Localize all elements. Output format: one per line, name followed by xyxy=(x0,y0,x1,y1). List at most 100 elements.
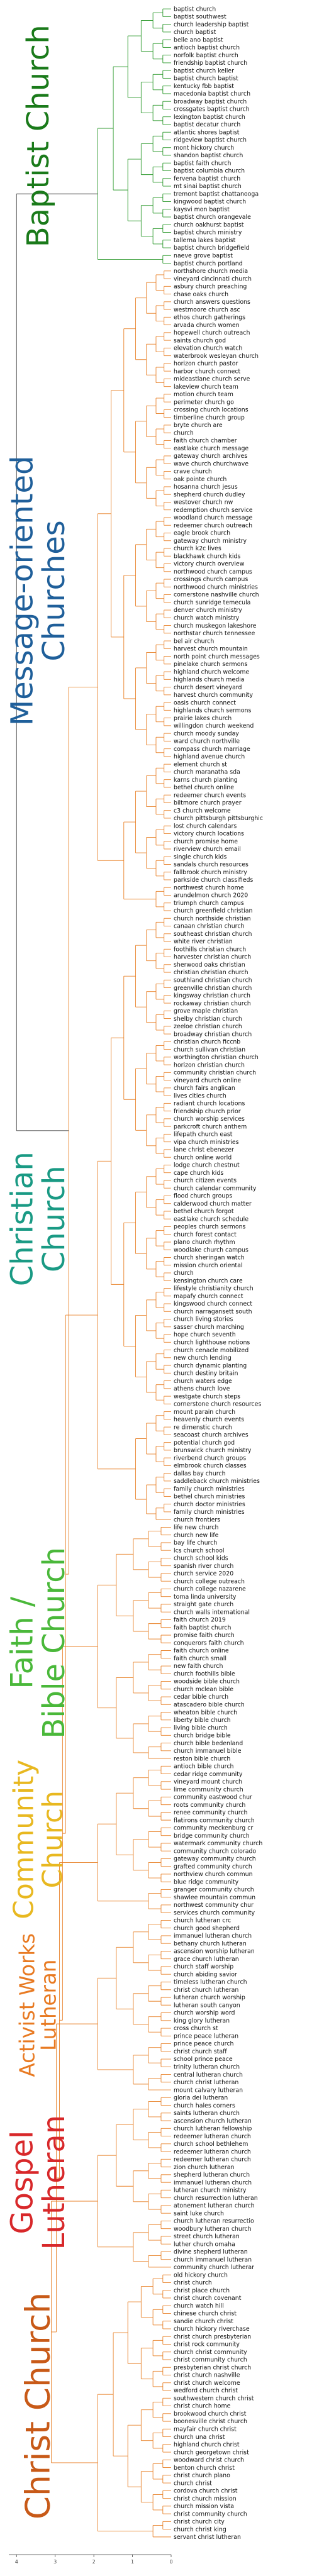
cluster-label-text: Activist Works xyxy=(15,1933,39,2077)
cluster-label-text: Churches xyxy=(36,520,72,661)
leaf-label: christ church xyxy=(174,2280,212,2287)
leaf-label: lcs church school xyxy=(174,1547,224,1554)
leaf-label: worthington christian church xyxy=(174,1054,259,1061)
leaf-label: naeve grove baptist xyxy=(174,252,233,259)
leaf-label: heavenly church events xyxy=(174,1416,244,1423)
leaf-label: church hales corners xyxy=(174,2102,235,2109)
leaf-label: church staff worship xyxy=(174,1963,233,1970)
leaf-label: church frontiers xyxy=(174,1516,220,1523)
cluster-label-text: Message-oriented xyxy=(5,456,40,726)
leaf-label: vineyard cincinnati church xyxy=(174,275,252,282)
leaf-label: mount calvary lutheran xyxy=(174,2087,243,2094)
leaf-label: northwest community chur xyxy=(174,1902,254,1909)
leaf-label: central lutheran church xyxy=(174,2072,243,2079)
leaf-label: northwest church home xyxy=(174,884,244,891)
leaf-label: church hickory riverchase xyxy=(174,2326,250,2333)
leaf-label: christ church city xyxy=(174,2519,225,2526)
x-axis: 4 3 2 1 0 xyxy=(9,2554,173,2565)
leaf-label: zion church lutheran xyxy=(174,2164,234,2171)
leaf-label: grafted community church xyxy=(174,1863,252,1870)
leaf-label: church christ king xyxy=(174,2526,226,2533)
leaf-label: mission church oriental xyxy=(174,1262,242,1269)
leaf-label: foothills christian church xyxy=(174,946,246,953)
leaf-label: bel air church xyxy=(174,638,214,645)
leaf-label: blackhawk church kids xyxy=(174,553,240,560)
leaf-label: greenville christian church xyxy=(174,985,252,992)
leaf-label: prairie lakes church xyxy=(174,715,232,722)
leaf-label: westover church nw xyxy=(174,499,233,506)
leaf-label: arvada church women xyxy=(174,322,240,329)
leaf-label: renee community church xyxy=(174,1809,248,1816)
leaf-label: parkside church classifieds xyxy=(174,877,253,884)
leaf-label: family church ministries xyxy=(174,1485,245,1492)
cluster-label-text: Christ Church xyxy=(19,2292,58,2519)
leaf-label: atascadero bible church xyxy=(174,1701,245,1708)
leaf-label: king glory lutheran xyxy=(174,2018,230,2024)
leaf-label: church abiding savior xyxy=(174,1971,237,1978)
leaf-label: athens church love xyxy=(174,1385,230,1392)
leaf-label: kingswood church connect xyxy=(174,1301,252,1307)
leaf-label: church leadership baptist xyxy=(174,21,249,28)
leaf-label: broadway baptist church xyxy=(174,98,247,105)
leaf-label: cape church kids xyxy=(174,1170,223,1177)
leaf-label: timeless lutheran church xyxy=(174,1979,247,1986)
leaf-label: church college outreach xyxy=(174,1578,245,1585)
leaf-label: shawlee mountain commun xyxy=(174,1894,255,1901)
cluster-label-text: Lutheran xyxy=(36,2115,72,2250)
leaf-label: shepherd church dudley xyxy=(174,491,245,498)
leaf-label: westgate church steps xyxy=(174,1393,240,1400)
leaf-label: church greenfield christian xyxy=(174,908,253,914)
leaf-label: vipa church ministries xyxy=(174,1139,239,1146)
leaf-label: dallas bay church xyxy=(174,1470,226,1477)
leaf-label: highland church christ xyxy=(174,2441,240,2448)
leaf-label: church dynamic planting xyxy=(174,1362,247,1369)
leaf-label: flatirons community church xyxy=(174,1817,255,1824)
leaf-label: denver church ministry xyxy=(174,607,242,614)
leaf-label: antioch bible church xyxy=(174,1763,233,1770)
leaf-label: church calendar community xyxy=(174,1185,257,1192)
leaf-label: church foothills bible xyxy=(174,1670,235,1677)
leaf-label: promise faith church xyxy=(174,1632,235,1639)
leaf-label: church walls international xyxy=(174,1609,250,1616)
leaf-label: southeast christian church xyxy=(174,931,252,938)
leaf-label: harbor church connect xyxy=(174,368,241,375)
leaf-label: boonesville christ church xyxy=(174,2418,247,2425)
leaf-label: kentucky fbb baptist xyxy=(174,83,234,90)
leaf-label: northwood church campus xyxy=(174,569,252,575)
leaf-label: lime community church xyxy=(174,1786,243,1793)
leaf-label: ward church northville xyxy=(174,738,240,745)
leaf-label: church immanuel bible xyxy=(174,1748,242,1755)
leaf-label: church desert vineyard xyxy=(174,684,242,691)
leaf-label: mayfair church christ xyxy=(174,2426,237,2433)
leaf-label: horizon christian church xyxy=(174,1062,245,1069)
leaf-label: christ church presbyterian xyxy=(174,2333,251,2340)
leaf-label: eagle brook church xyxy=(174,530,230,537)
leaf-label: harvest church mountain xyxy=(174,646,248,653)
leaf-label: vineyard church online xyxy=(174,1077,241,1084)
leaf-label: highlands church media xyxy=(174,677,245,684)
cluster-label-text: Bible Church xyxy=(36,1547,72,1739)
leaf-label: bethel church forgot xyxy=(174,1208,234,1215)
leaf-label: christian church ficcnb xyxy=(174,1039,240,1046)
cluster-label-text: Church xyxy=(36,1790,69,1888)
leaf-label: ethos church gatherings xyxy=(174,314,245,321)
leaf-label: bryte church are xyxy=(174,422,223,429)
leaf-label: broadway christian church xyxy=(174,1031,252,1038)
leaf-label: church georgetown christ xyxy=(174,2449,249,2456)
leaf-label: church good shepherd xyxy=(174,1925,240,1932)
leaf-label: faith church 2019 xyxy=(174,1617,226,1624)
leaf-label: church living stories xyxy=(174,1316,233,1323)
leaf-label: elmbrook church classes xyxy=(174,1463,247,1470)
leaf-label: flood church groups xyxy=(174,1193,232,1200)
leaf-label: lost church calendars xyxy=(174,823,237,830)
leaf-label: straight gate church xyxy=(174,1601,233,1608)
leaf-label: crave church xyxy=(174,469,212,475)
leaf-label: church sheringan watch xyxy=(174,1255,245,1262)
leaf-label: saints lutheran church xyxy=(174,2110,240,2117)
leaf-label: church sunridge temecula xyxy=(174,599,250,606)
leaf-label: oak pointe church xyxy=(174,476,226,483)
leaf-label: friendship church prior xyxy=(174,1108,241,1115)
